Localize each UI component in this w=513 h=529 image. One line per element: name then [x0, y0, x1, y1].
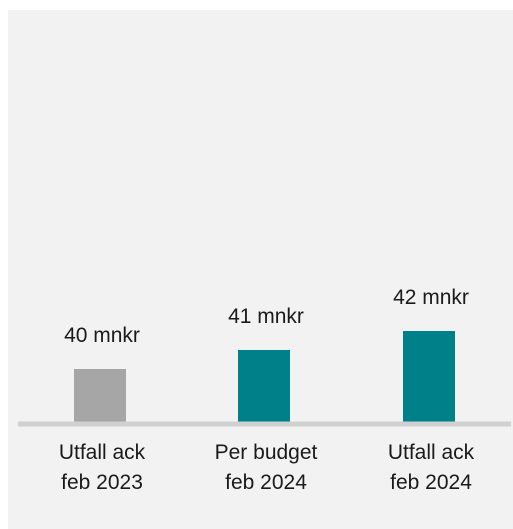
chart-panel [8, 10, 513, 529]
category-labels-group: Utfall ack feb 2023 Per budget feb 2024 Utfa… [59, 441, 475, 494]
bars-group [74, 331, 455, 422]
value-label-2: 41 mnkr [228, 305, 304, 328]
bar-2 [238, 350, 290, 422]
category-label-2-line-1: Per budget [215, 441, 318, 464]
value-label-1: 40 mnkr [64, 324, 140, 347]
bar-1 [74, 369, 126, 422]
category-label-2-line-2: feb 2024 [225, 471, 307, 494]
category-label-1-line-1: Utfall ack [59, 441, 146, 464]
category-label-3-line-1: Utfall ack [388, 441, 475, 464]
value-label-3: 42 mnkr [393, 286, 469, 309]
bar-3 [403, 331, 455, 422]
category-label-1-line-2: feb 2023 [61, 471, 143, 494]
value-labels-group: 40 mnkr 41 mnkr 42 mnkr [64, 286, 469, 347]
category-label-3-line-2: feb 2024 [390, 471, 472, 494]
